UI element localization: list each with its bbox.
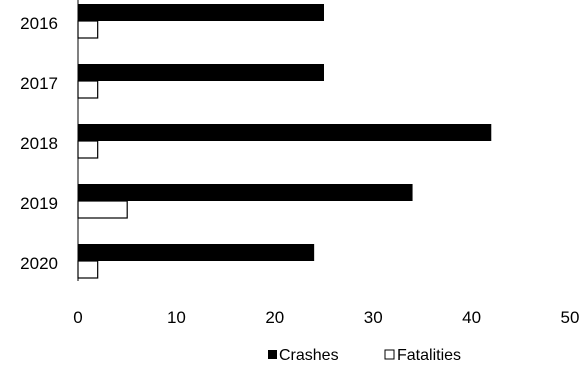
legend-label-fatalities: Fatalities [397, 347, 461, 364]
legend-swatch-fatalities [384, 349, 395, 360]
category-label: 2017 [20, 74, 58, 93]
category-label: 2019 [20, 194, 58, 213]
bar-fatalities-2017 [77, 80, 99, 99]
bar-crashes-2016 [78, 4, 324, 21]
x-axis-ticks: 0 10 20 30 40 50 [73, 308, 579, 327]
legend-swatch-crashes [268, 350, 277, 359]
legend: Crashes Fatalities [268, 347, 461, 364]
x-tick-label: 30 [364, 308, 383, 327]
bars [77, 4, 492, 279]
y-axis: 2016 2017 2018 2019 2020 [20, 0, 79, 281]
x-tick-label: 50 [561, 308, 580, 327]
bar-fatalities-2016 [77, 20, 99, 39]
bar-fatalities-2019 [77, 200, 128, 219]
bar-crashes-2017 [78, 64, 324, 81]
category-label: 2016 [20, 14, 58, 33]
bar-crashes-2018 [78, 124, 492, 141]
category-label: 2020 [20, 254, 58, 273]
legend-label-crashes: Crashes [279, 347, 339, 364]
bar-crashes-2019 [78, 184, 413, 201]
bar-fatalities-2020 [77, 260, 99, 279]
x-tick-label: 20 [265, 308, 284, 327]
category-label: 2018 [20, 134, 58, 153]
x-tick-label: 10 [167, 308, 186, 327]
x-tick-label: 0 [73, 308, 82, 327]
bar-fatalities-2018 [77, 140, 99, 159]
x-tick-label: 40 [462, 308, 481, 327]
bar-crashes-2020 [78, 244, 315, 261]
